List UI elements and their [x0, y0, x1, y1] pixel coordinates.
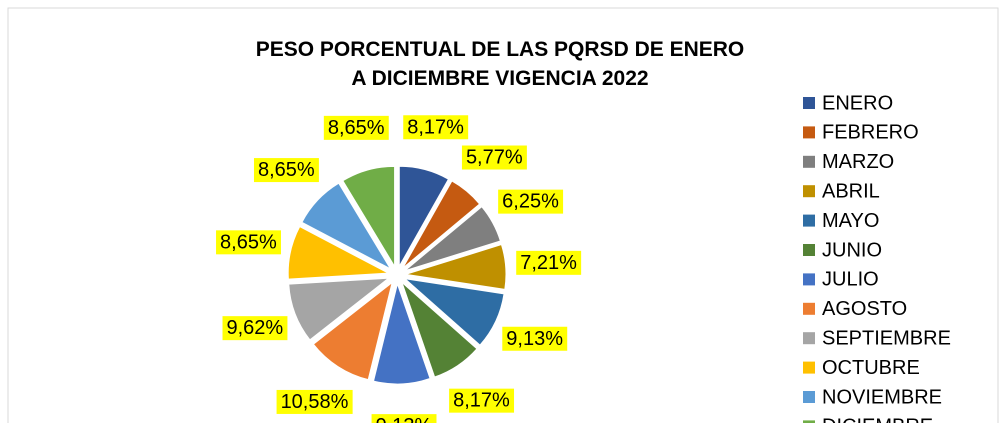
- data-label: 6,25%: [502, 191, 559, 213]
- data-label: 8,17%: [407, 116, 464, 138]
- data-label: 8,65%: [220, 231, 277, 253]
- legend-swatch: [803, 185, 815, 198]
- data-label-group: 7,21%: [516, 250, 582, 275]
- data-label-group: 10,58%: [276, 389, 353, 414]
- legend-swatch: [803, 273, 815, 286]
- pie-slice: [301, 182, 392, 271]
- legend-swatch: [803, 126, 815, 139]
- data-label-box: [253, 158, 319, 183]
- legend-label: JULIO: [822, 269, 879, 291]
- pie-slice: [402, 180, 481, 269]
- legend-label: FEBRERO: [822, 122, 919, 144]
- legend-swatch: [803, 97, 815, 109]
- legend-swatch: [803, 302, 815, 315]
- data-label-box: [502, 326, 568, 351]
- pie-slice: [312, 281, 393, 381]
- data-label-box: [498, 189, 564, 214]
- data-label-group: 6,25%: [498, 189, 564, 214]
- legend-swatch: [803, 214, 815, 227]
- data-label-group: 9,13%: [502, 326, 568, 351]
- legend-label: MAYO: [822, 210, 879, 232]
- pie-slice: [288, 277, 391, 341]
- legend-label: DICIEMBRE: [822, 416, 933, 423]
- data-label: 8,65%: [258, 159, 315, 181]
- legend-label: JUNIO: [822, 239, 882, 261]
- pie-slice: [342, 165, 396, 269]
- data-label-group: 9,62%: [222, 316, 288, 341]
- data-label-group: 8,17%: [403, 115, 469, 140]
- data-label-box: [371, 414, 437, 423]
- legend-swatch: [803, 244, 815, 256]
- legend-label: AGOSTO: [822, 298, 907, 320]
- legend-swatch: [803, 332, 815, 345]
- legend-label: NOVIEMBRE: [822, 386, 942, 408]
- data-label-box: [222, 316, 288, 341]
- legend-label: OCTUBRE: [822, 357, 920, 379]
- data-label: 8,65%: [328, 117, 385, 139]
- pie-slice: [405, 243, 507, 290]
- data-label: 8,17%: [453, 390, 510, 412]
- legend-swatch: [803, 391, 815, 403]
- pie-slice: [398, 165, 450, 269]
- pie-slice: [372, 282, 431, 385]
- data-label-box: [403, 115, 469, 140]
- data-label-group: 8,65%: [216, 230, 281, 255]
- data-label-box: [216, 230, 281, 255]
- legend-swatch: [803, 361, 815, 374]
- data-label: 9,13%: [376, 415, 433, 423]
- data-label-group: 8,65%: [253, 158, 319, 183]
- data-label-box: [276, 389, 353, 414]
- data-label: 9,13%: [506, 328, 563, 350]
- data-label: 9,62%: [227, 317, 284, 339]
- legend-label: ABRIL: [822, 180, 880, 202]
- legend-label: MARZO: [822, 151, 894, 173]
- legend-label: ENERO: [822, 92, 893, 114]
- pie-slice: [404, 205, 502, 272]
- pie-slice: [400, 280, 478, 378]
- chart-title: PESO PORCENTUAL DE LAS PQRSD DE ENERO A D…: [256, 38, 745, 90]
- data-label-group: 5,77%: [461, 145, 527, 170]
- data-label: 7,21%: [520, 252, 577, 274]
- data-label-group: 8,65%: [323, 115, 389, 140]
- legend-label: SEPTIEMBRE: [822, 327, 951, 349]
- legend-swatch: [803, 420, 815, 423]
- data-label-box: [516, 250, 582, 275]
- pie-slice: [403, 278, 505, 346]
- data-label: 10,58%: [281, 391, 349, 413]
- data-label: 5,77%: [466, 147, 523, 169]
- data-label-box: [323, 115, 389, 140]
- data-label-box: [449, 388, 515, 413]
- pie-slice: [287, 225, 391, 280]
- legend-swatch: [803, 155, 815, 168]
- data-label-group: 9,13%: [371, 414, 437, 423]
- chart-frame: [7, 7, 999, 423]
- data-label-group: 8,17%: [449, 388, 515, 413]
- data-label-box: [461, 145, 527, 170]
